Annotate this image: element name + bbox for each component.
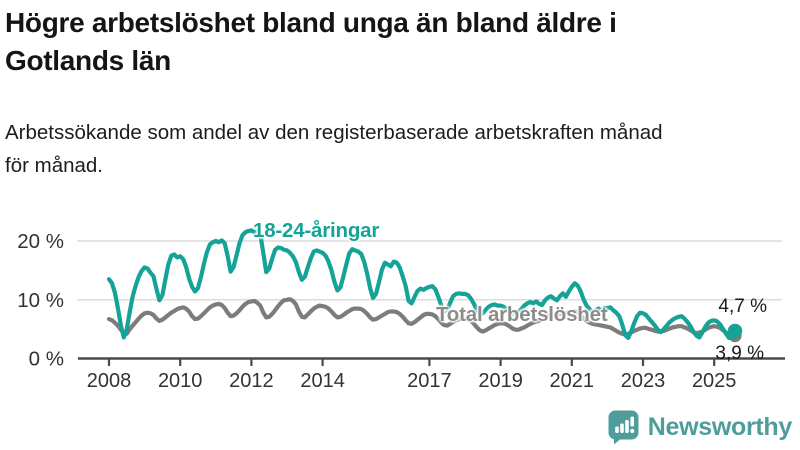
youth-series-end-dot: [727, 323, 743, 339]
page-title: Högre arbetslöshet bland unga än bland ä…: [5, 4, 775, 80]
total-series-line: [106, 297, 738, 339]
end-value-label-total: 3,9 %: [715, 343, 764, 364]
title-line-2: Gotlands län: [5, 45, 171, 76]
title-line-1: Högre arbetslöshet bland unga än bland ä…: [5, 7, 617, 38]
newsworthy-wordmark: Newsworthy: [647, 413, 793, 441]
x-axis-tick-label: 2023: [621, 370, 666, 392]
subtitle-line-2: för månad.: [5, 154, 103, 177]
x-axis-tick-label: 2012: [229, 370, 274, 392]
chart-subtitle: Arbetssökande som andel av den registerb…: [5, 116, 785, 182]
x-axis-tick-label: 2008: [87, 370, 132, 392]
series-label-total: Total arbetslöshet: [436, 303, 608, 326]
y-axis-tick-label: 10 %: [17, 289, 64, 312]
newsworthy-logo[interactable]: Newsworthy: [608, 410, 792, 445]
x-axis-tick-label: 2010: [158, 370, 203, 392]
newsworthy-icon: [608, 410, 639, 445]
end-value-label-youth: 4,7 %: [718, 296, 767, 317]
y-axis-tick-label: 0 %: [29, 348, 64, 371]
youth-series-line: [106, 228, 738, 340]
subtitle-line-1: Arbetssökande som andel av den registerb…: [5, 121, 663, 144]
x-axis-tick-label: 2017: [407, 370, 452, 392]
x-axis-tick-label: 2014: [300, 370, 345, 392]
series-label-youth: 18-24-åringar: [253, 219, 380, 242]
x-axis-tick-label: 2025: [692, 370, 737, 392]
y-axis-tick-label: 20 %: [17, 230, 64, 253]
x-axis-tick-label: 2021: [550, 370, 595, 392]
x-axis-tick-label: 2019: [478, 370, 523, 392]
